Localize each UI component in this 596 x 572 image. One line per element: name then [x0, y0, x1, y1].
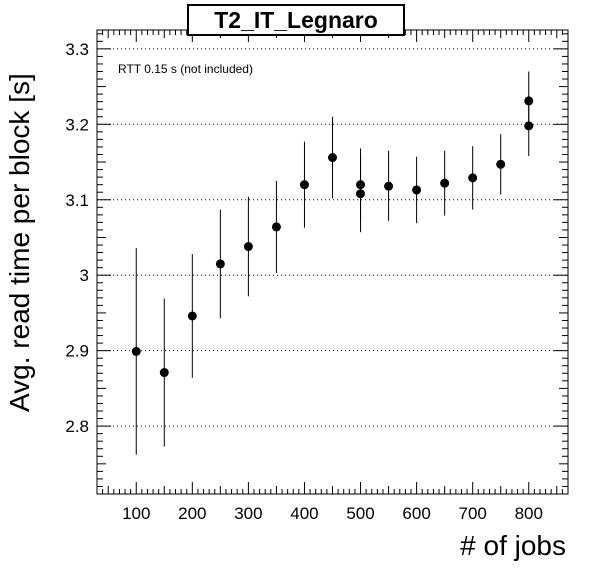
data-point: [131, 346, 141, 356]
data-point: [299, 180, 309, 190]
data-point: [468, 173, 478, 183]
data-point: [384, 181, 394, 191]
y-tick-label: 3.2: [65, 115, 89, 134]
x-tick-label: 600: [402, 504, 430, 523]
data-point: [271, 222, 281, 232]
x-tick-label: 100: [122, 504, 150, 523]
x-tick-label: 400: [290, 504, 318, 523]
y-axis-label: Avg. read time per block [s]: [4, 73, 35, 412]
x-tick-label: 300: [234, 504, 262, 523]
data-point: [524, 96, 534, 106]
data-point: [328, 153, 337, 163]
data-point: [412, 185, 422, 195]
data-point: [159, 368, 169, 378]
data-point: [356, 180, 366, 190]
plot-frame: [96, 29, 569, 495]
data-point: [215, 259, 225, 269]
data-point: [440, 178, 450, 188]
y-tick-label: 3.1: [65, 191, 89, 210]
y-tick-label: 2.8: [65, 417, 89, 436]
x-tick-label: 800: [515, 504, 543, 523]
rtt-annotation: RTT 0.15 s (not included): [118, 62, 253, 76]
x-tick-label: 500: [346, 504, 374, 523]
x-axis-label: # of jobs: [460, 530, 566, 561]
x-tick-label: 200: [178, 504, 206, 523]
data-point: [187, 311, 197, 321]
chart-title: T2_IT_Legnaro: [187, 4, 405, 36]
y-tick-label: 2.9: [65, 342, 89, 361]
y-tick-label: 3.3: [65, 40, 89, 59]
data-point: [496, 159, 506, 169]
x-tick-label: 700: [458, 504, 486, 523]
data-point: [243, 242, 253, 252]
y-tick-label: 3: [80, 266, 89, 285]
